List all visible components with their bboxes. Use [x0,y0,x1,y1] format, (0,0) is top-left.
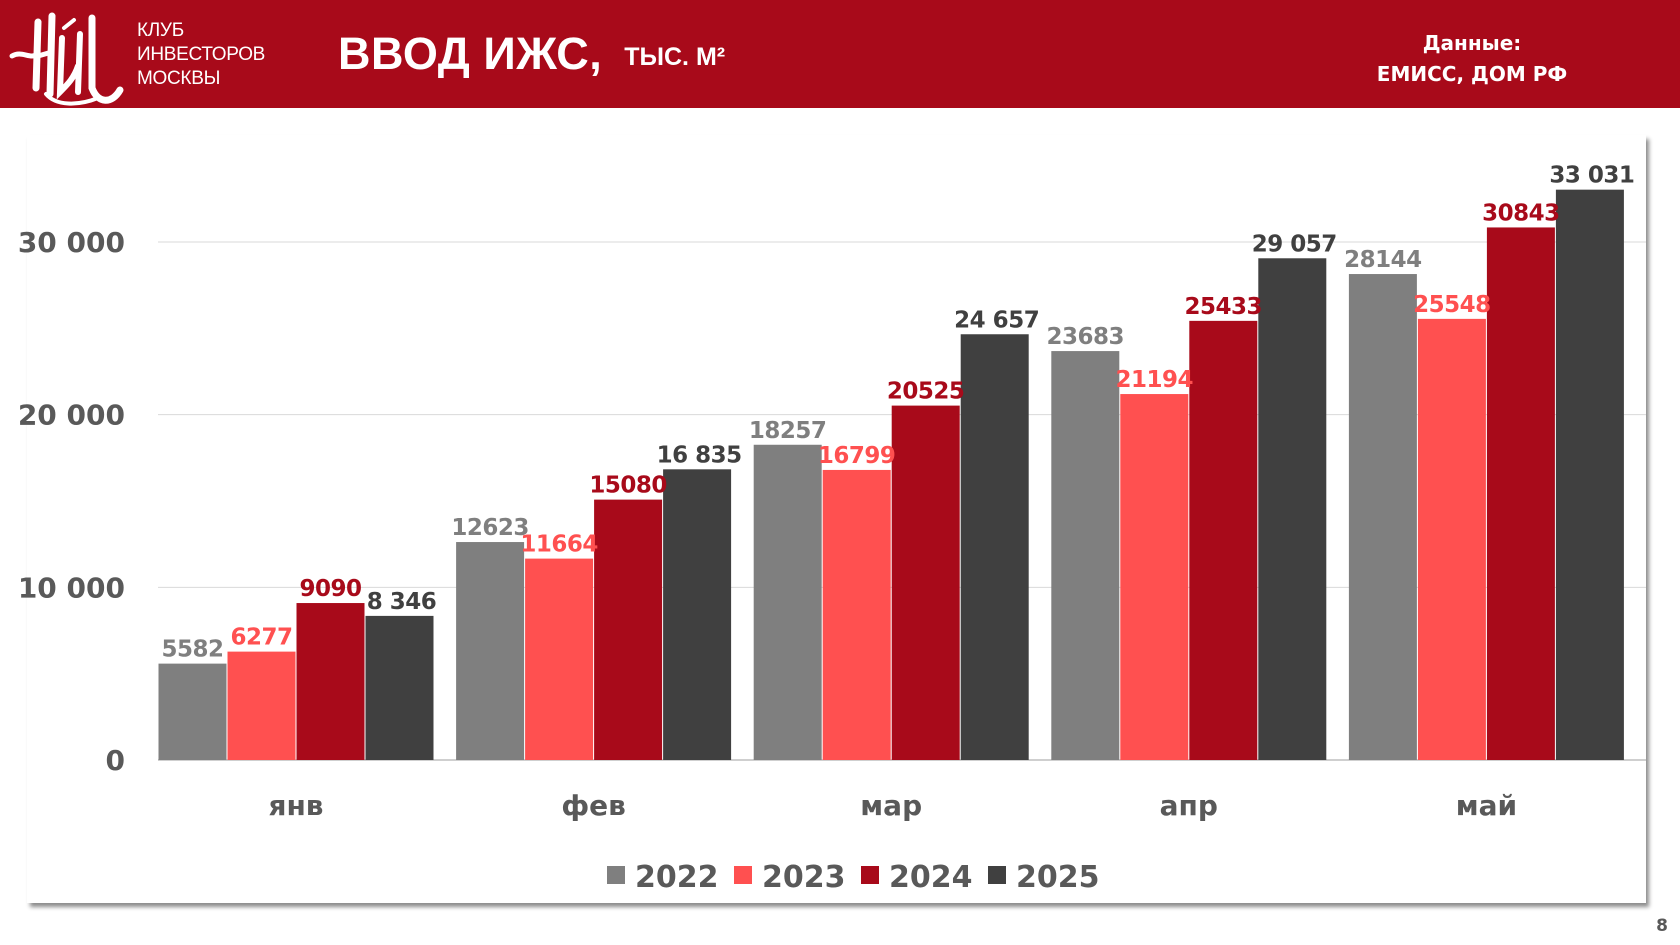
bar-2023-апр [1120,394,1189,760]
value-label-2022-мар: 18257 [749,418,827,444]
bars [158,189,1624,760]
legend-label-2025: 2025 [1016,860,1100,895]
bar-2025-май [1555,189,1624,760]
bar-2024-май [1486,227,1555,760]
bar-2025-янв [365,615,434,760]
page-number: 8 [1656,916,1668,936]
logo-line-1: КЛУБ [137,20,184,41]
value-label-2022-май: 28144 [1344,247,1422,273]
bar-2024-мар [891,405,960,760]
page-title: ВВОД ИЖС, тыс. м² [338,28,725,80]
legend: 2022 2023 2024 2025 [607,860,1100,895]
value-label-2025-апр: 29 057 [1252,231,1337,257]
value-label-2023-янв: 6277 [230,625,292,651]
legend-label-2024: 2024 [889,860,973,895]
value-label-2025-янв: 8 346 [367,589,437,615]
y-tick-label: 30 000 [18,226,125,259]
bar-2022-апр [1051,351,1120,760]
value-label-2023-мар: 16799 [818,443,896,469]
legend-swatch-2024 [861,866,879,884]
bar-2025-апр [1258,258,1327,760]
bar-2024-янв [296,603,365,760]
data-source: Данные: ЕМИСС, ДОМ РФ [1342,28,1602,90]
value-label-2023-апр: 21194 [1116,367,1194,393]
club-logo-icon [9,12,124,106]
value-label-2023-фев: 11664 [520,532,598,558]
value-label-2024-май: 30843 [1482,200,1560,226]
x-tick-label-май: май [1456,789,1517,822]
value-label-2023-май: 25548 [1413,292,1491,318]
value-label-2025-фев: 16 835 [657,442,742,468]
legend-swatch-2022 [607,866,625,884]
legend-swatch-2025 [988,866,1006,884]
x-tick-label-апр: апр [1160,789,1218,822]
bar-2022-янв [158,663,227,760]
logo-line-2: ИНВЕСТОРОВ [137,44,266,65]
bar-2023-мар [822,469,891,760]
y-tick-label: 20 000 [18,399,125,432]
bar-2025-фев [663,469,732,760]
value-label-2022-апр: 23683 [1047,324,1125,350]
bar-2023-фев [525,558,594,760]
logo-text: КЛУБ ИНВЕСТОРОВ МОСКВЫ [137,19,265,91]
source-value: ЕМИСС, ДОМ РФ [1376,62,1568,86]
legend-label-2023: 2023 [762,860,846,895]
value-label-2024-мар: 20525 [887,379,965,405]
legend-label-2022: 2022 [635,860,719,895]
bar-2022-май [1348,274,1417,760]
logo-line-3: МОСКВЫ [137,68,221,89]
value-label-2022-фев: 12623 [451,515,529,541]
bar-2024-апр [1189,320,1258,760]
x-tick-label-фев: фев [561,789,626,822]
y-axis-ticks: 0 10 000 20 000 30 000 [18,226,125,777]
bar-2023-янв [227,651,296,760]
bar-2024-фев [594,499,663,760]
y-tick-label: 0 [106,744,125,777]
header-bar: КЛУБ ИНВЕСТОРОВ МОСКВЫ ВВОД ИЖС, тыс. м² … [0,0,1680,108]
value-label-2024-апр: 25433 [1185,294,1263,320]
x-tick-label-янв: янв [268,789,323,822]
bar-2023-май [1417,318,1486,760]
value-label-2024-фев: 15080 [589,473,667,499]
title-main: ВВОД ИЖС, [338,28,603,79]
y-tick-label: 10 000 [18,571,125,604]
x-tick-label-мар: мар [860,789,922,822]
value-label-2025-мар: 24 657 [954,307,1039,333]
bar-2022-мар [753,444,822,760]
bar-2025-мар [960,334,1029,760]
title-unit-text: тыс. м² [624,43,726,71]
bar-2022-фев [456,542,525,760]
source-label: Данные: [1422,31,1522,55]
x-axis-labels: янв фев мар апр май [268,789,1517,822]
legend-swatch-2023 [734,866,752,884]
value-label-2025-май: 33 031 [1549,163,1634,189]
value-label-2024-янв: 9090 [299,576,361,602]
value-label-2022-янв: 5582 [161,637,223,663]
title-unit: тыс. м² [624,43,725,71]
